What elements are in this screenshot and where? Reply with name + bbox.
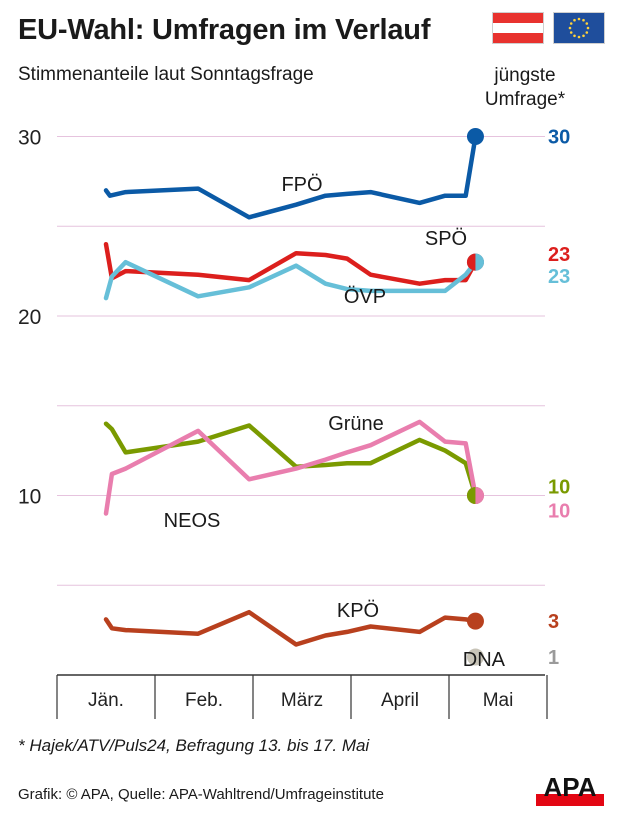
eu-star [577, 35, 581, 39]
eu-star [569, 31, 573, 34]
x-tick-label: April [381, 690, 419, 711]
data-point-dna [466, 648, 484, 666]
series-name-label: NEOS [164, 510, 221, 532]
final-value-label: 10 [548, 477, 570, 499]
final-value-label: 23 [548, 244, 570, 266]
series-line-kpö [103, 609, 478, 647]
x-tick-label: Jän. [88, 690, 124, 711]
data-point-fpö [466, 128, 484, 145]
series-line-neos [103, 419, 478, 516]
eu-star [577, 17, 581, 21]
eu-star [582, 18, 585, 22]
series-line-spö [103, 241, 478, 286]
page-title: EU-Wahl: Umfragen im Verlauf [18, 14, 431, 46]
eu-star [569, 22, 573, 25]
data-point-half-övp [475, 253, 484, 271]
eu-star [573, 18, 576, 22]
eu-star [582, 34, 585, 38]
series-name-label: ÖVP [344, 286, 386, 308]
data-point-kpö [466, 612, 484, 630]
series-line-grüne [103, 421, 478, 498]
final-value-label: 30 [548, 127, 570, 149]
series-line-fpö [103, 134, 478, 220]
data-point-half-neos [475, 487, 484, 504]
eu-star [586, 26, 590, 30]
apa-logo: APA [536, 772, 604, 806]
eu-star [585, 31, 589, 34]
y-tick-label: 20 [18, 306, 41, 329]
final-value-label: 23 [548, 266, 570, 288]
series-name-label: FPÖ [281, 174, 322, 196]
final-value-label: 1 [548, 647, 559, 669]
latest-poll-label: jüngste Umfrage* [470, 64, 580, 112]
eu-star [568, 26, 572, 30]
line-chart: 10 20 30 Jän. Feb. März April Mai FPÖ 30 SPÖ 23 ÖVP… [18, 127, 570, 719]
series-name-label: DNA [463, 649, 506, 671]
y-tick-label: 10 [18, 486, 41, 509]
series-name-label: KPÖ [337, 600, 379, 622]
footnote: * Hajek/ATV/Puls24, Befragung 13. bis 17… [18, 736, 370, 755]
latest-poll-label-line2: Umfrage* [484, 89, 566, 110]
final-value-label: 10 [548, 501, 570, 523]
series-name-label: SPÖ [425, 228, 467, 250]
series-name-label: Grüne [328, 413, 384, 435]
latest-poll-label-line1: jüngste [494, 65, 556, 86]
eu-star [573, 34, 576, 38]
eu-flag-icon [553, 12, 605, 44]
x-tick-label: März [281, 690, 323, 711]
apa-logo-text: APA [544, 772, 597, 802]
y-tick-label: 30 [18, 127, 41, 150]
x-tick-label: Feb. [185, 690, 223, 711]
chart-subtitle: Stimmenanteile laut Sonntagsfrage [18, 64, 314, 85]
x-tick-label: Mai [483, 690, 514, 711]
data-point-half-spö [466, 253, 476, 271]
source-credit: Grafik: © APA, Quelle: APA-Wahltrend/Umf… [18, 786, 384, 803]
eu-star [585, 22, 589, 25]
data-point-half-grüne [466, 487, 476, 504]
final-value-label: 3 [548, 611, 559, 633]
series-line-övp [103, 259, 478, 301]
austria-flag-icon [492, 12, 544, 44]
